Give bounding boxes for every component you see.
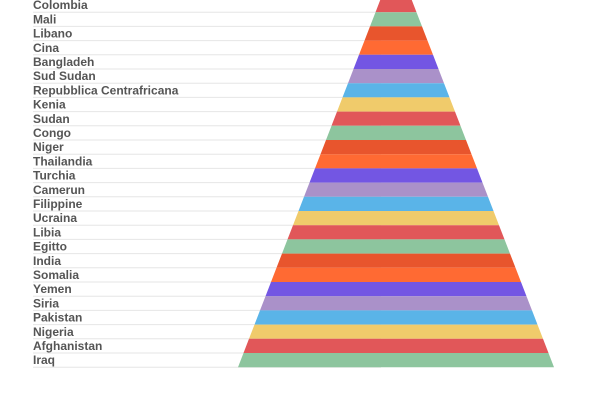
category-label: Nigeria (33, 325, 74, 339)
category-label: Sudan (33, 112, 70, 126)
category-label: Camerun (33, 183, 85, 197)
category-label: Libano (33, 27, 72, 41)
pyramid-band-colombia (375, 0, 417, 13)
category-label: Kenia (33, 98, 66, 112)
pyramid-band-turchia (309, 168, 483, 183)
pyramid-band-libia (287, 225, 505, 240)
pyramid-band-siria (260, 296, 532, 311)
pyramid-band-camerun (304, 182, 488, 197)
pyramid-band-congo (326, 125, 466, 140)
category-label: Egitto (33, 240, 67, 254)
pyramid-band-bangladeh (353, 54, 439, 69)
chart-bars (238, 0, 554, 368)
pyramid-band-thailandia (315, 154, 477, 169)
category-label: Cina (33, 41, 59, 55)
pyramid-band-cina (359, 40, 433, 55)
pyramid-band-repubblica-centrafricana (342, 83, 450, 98)
category-label: India (33, 254, 61, 268)
pyramid-band-niger (320, 140, 472, 155)
category-label: Pakistan (33, 311, 82, 325)
pyramid-band-ucraina (293, 211, 499, 226)
category-label: Sud Sudan (33, 69, 96, 83)
category-label: Mali (33, 12, 56, 26)
pyramid-band-india (276, 253, 516, 268)
category-label: Iraq (33, 353, 55, 367)
category-label: Siria (33, 296, 59, 310)
pyramid-band-afghanistan (243, 338, 549, 353)
pyramid-band-egitto (282, 239, 510, 254)
category-label: Filippine (33, 197, 83, 211)
pyramid-band-filippine (298, 196, 494, 211)
pyramid-band-pakistan (254, 310, 538, 325)
pyramid-band-sudan (331, 111, 461, 126)
pyramid-band-libano (364, 26, 428, 41)
category-label: Repubblica Centrafricana (33, 83, 179, 97)
pyramid-band-somalia (271, 267, 521, 282)
category-label: Ucraina (33, 211, 77, 225)
category-label: Bangladeh (33, 55, 94, 69)
category-label: Thailandia (33, 154, 93, 168)
pyramid-band-mali (370, 12, 422, 27)
pyramid-band-kenia (337, 97, 455, 112)
pyramid-band-yemen (265, 282, 527, 297)
pyramid-band-iraq (238, 353, 554, 368)
category-label: Colombia (33, 0, 88, 12)
category-label: Turchia (33, 169, 76, 183)
category-label: Afghanistan (33, 339, 102, 353)
category-label: Niger (33, 140, 64, 154)
category-label: Somalia (33, 268, 79, 282)
category-label: Yemen (33, 282, 72, 296)
category-label: Libia (33, 225, 61, 239)
pyramid-band-sud-sudan (348, 69, 444, 84)
category-label: Congo (33, 126, 71, 140)
pyramid-band-nigeria (249, 324, 543, 339)
